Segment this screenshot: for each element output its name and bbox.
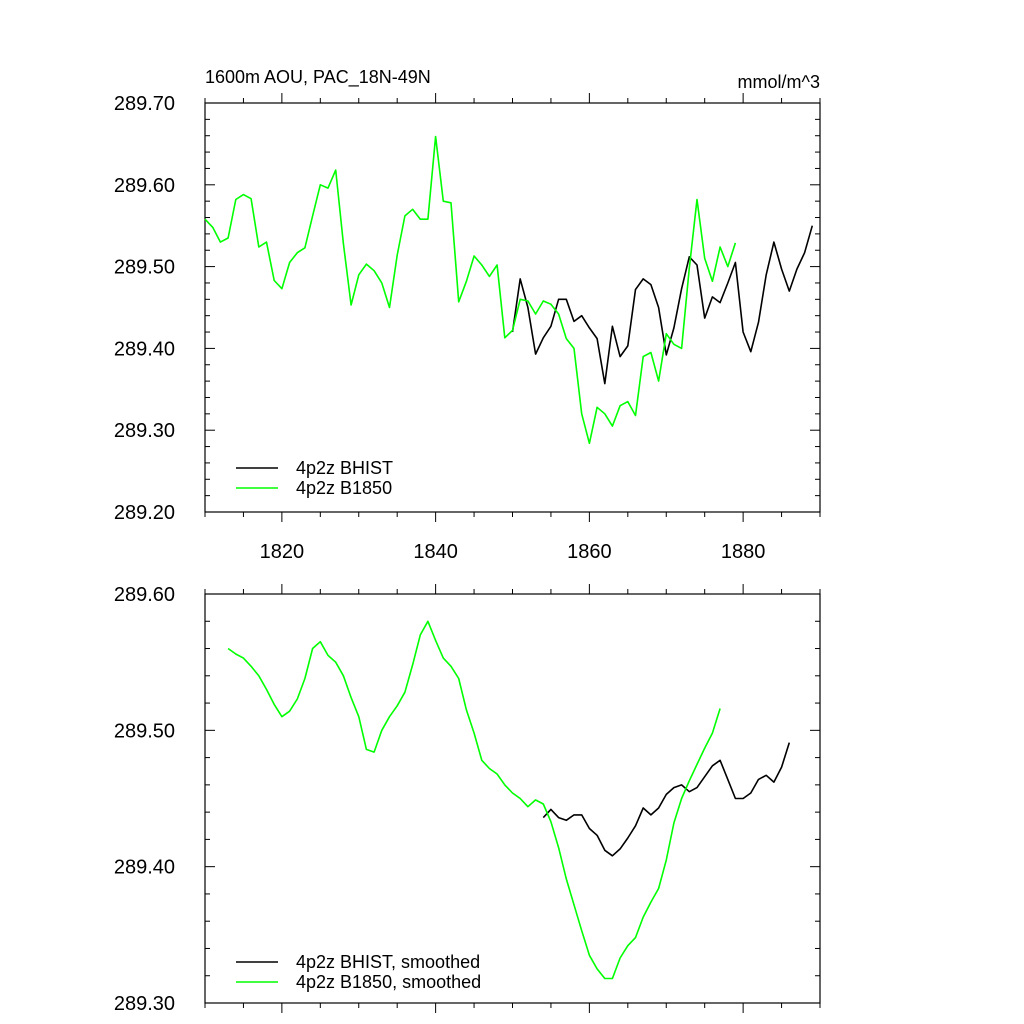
x-tick-label: 1860 xyxy=(567,541,612,563)
bottom-line-chart-panel: 289.30 289.40 289.50 289.60 4p2z BHIST, smoo… xyxy=(114,584,821,1015)
y-tick-label: 289.40 xyxy=(114,857,175,879)
y-tick-label: 289.30 xyxy=(114,993,175,1015)
y-tick-label: 289.60 xyxy=(114,175,175,197)
units-label: mmol/m^3 xyxy=(738,72,820,92)
y-axis-ticks xyxy=(205,102,820,513)
y-axis-ticks xyxy=(205,593,820,1004)
legend-label-0: 4p2z BHIST, smoothed xyxy=(296,952,480,972)
series-line-1 xyxy=(204,135,737,445)
legend-label-1: 4p2z B1850 xyxy=(296,478,392,498)
series-line-1 xyxy=(227,620,721,980)
y-tick-label: 289.70 xyxy=(114,93,175,115)
series-line-0 xyxy=(511,225,814,385)
top-line-chart-panel: 1820 1840 1860 1880 289.20 289.30 289.40 289.50… xyxy=(114,67,821,563)
y-tick-label: 289.60 xyxy=(114,584,175,606)
x-tick-label: 1840 xyxy=(413,541,458,563)
legend-label-0: 4p2z BHIST xyxy=(296,458,393,478)
x-tick-label: 1820 xyxy=(260,541,305,563)
y-tick-label: 289.50 xyxy=(114,720,175,742)
series-line-0 xyxy=(542,742,791,857)
x-axis-ticks xyxy=(204,584,821,1013)
y-tick-label: 289.50 xyxy=(114,257,175,279)
y-tick-label: 289.40 xyxy=(114,338,175,360)
legend-label-1: 4p2z B1850, smoothed xyxy=(296,972,481,992)
y-tick-label: 289.30 xyxy=(114,420,175,442)
chart-title: 1600m AOU, PAC_18N-49N xyxy=(205,67,431,88)
x-tick-label: 1880 xyxy=(721,541,766,563)
y-tick-label: 289.20 xyxy=(114,502,175,524)
x-axis-ticks xyxy=(204,93,821,522)
